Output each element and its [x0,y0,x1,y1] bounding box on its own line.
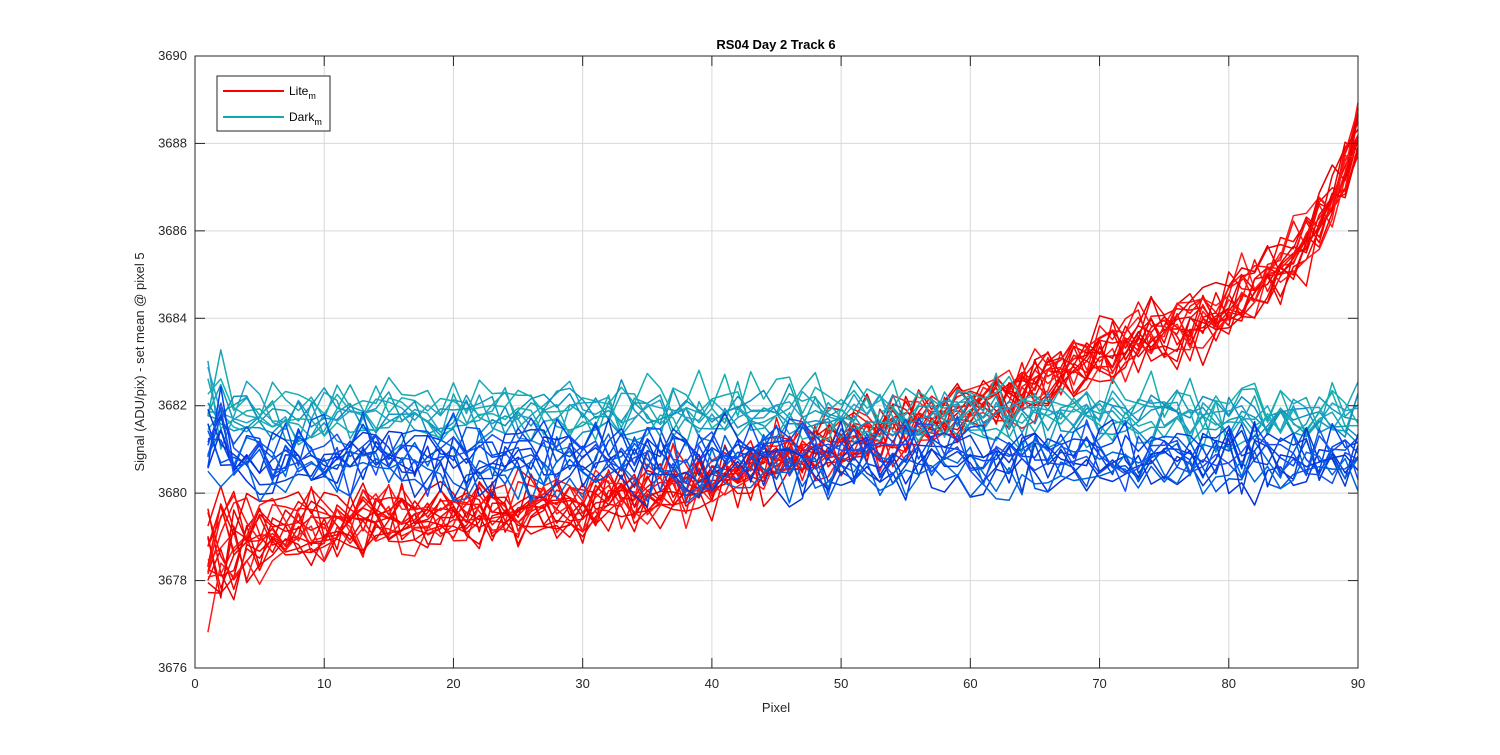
y-tick-label: 3680 [158,485,187,500]
y-tick-label: 3688 [158,135,187,150]
plot-frame [194,55,1359,669]
dark-series-line-30 [207,411,1359,486]
y-tick-label: 3686 [158,223,187,238]
dark-series-line-34 [207,419,1359,492]
x-tick-label: 40 [705,676,719,691]
lite-series-line-13 [207,136,1359,546]
dark-series-line-36 [207,430,1359,501]
series-group [207,102,1359,633]
legend: Litem Darkm [216,75,331,132]
legend-label-lite: Litem [289,84,316,101]
lite-series-line-15 [207,154,1359,633]
dark-series-line-25 [207,379,1359,441]
x-tick-label: 50 [834,676,848,691]
y-tick-label: 3684 [158,310,187,325]
x-tick-label: 80 [1222,676,1236,691]
plot-background [195,56,1358,668]
x-tick-label: 10 [317,676,331,691]
x-tick-label: 90 [1351,676,1365,691]
legend-box [216,75,331,132]
dark-series-line-27 [207,391,1359,452]
dark-series-line-38 [207,407,1359,486]
y-tick-label: 3678 [158,573,187,588]
lite-series-line-12 [207,146,1359,572]
y-tick-label: 3676 [158,660,187,675]
y-axis-ticks: 3676 3678 3680 3682 3684 3686 3688 3690 [158,48,1358,675]
x-tick-label: 0 [191,676,198,691]
dark-series-line-26 [207,366,1359,449]
y-tick-label: 3682 [158,398,187,413]
x-axis-label: Pixel [762,700,790,715]
x-tick-label: 20 [446,676,460,691]
x-tick-label: 30 [575,676,589,691]
x-tick-label: 70 [1092,676,1106,691]
dark-series-line-24 [207,378,1359,442]
dark-series-line-39 [207,432,1359,504]
x-axis-ticks: 0 10 20 30 40 50 60 70 80 90 [191,56,1365,691]
dark-series-line-22 [207,369,1359,431]
y-tick-label: 3690 [158,48,187,63]
chart-title: RS04 Day 2 Track 6 [716,37,835,52]
y-axis-label: Signal (ADU/pix) - set mean @ pixel 5 [132,252,147,471]
legend-label-dark: Darkm [289,110,322,127]
x-tick-label: 60 [963,676,977,691]
dark-series-line-20 [207,396,1359,456]
